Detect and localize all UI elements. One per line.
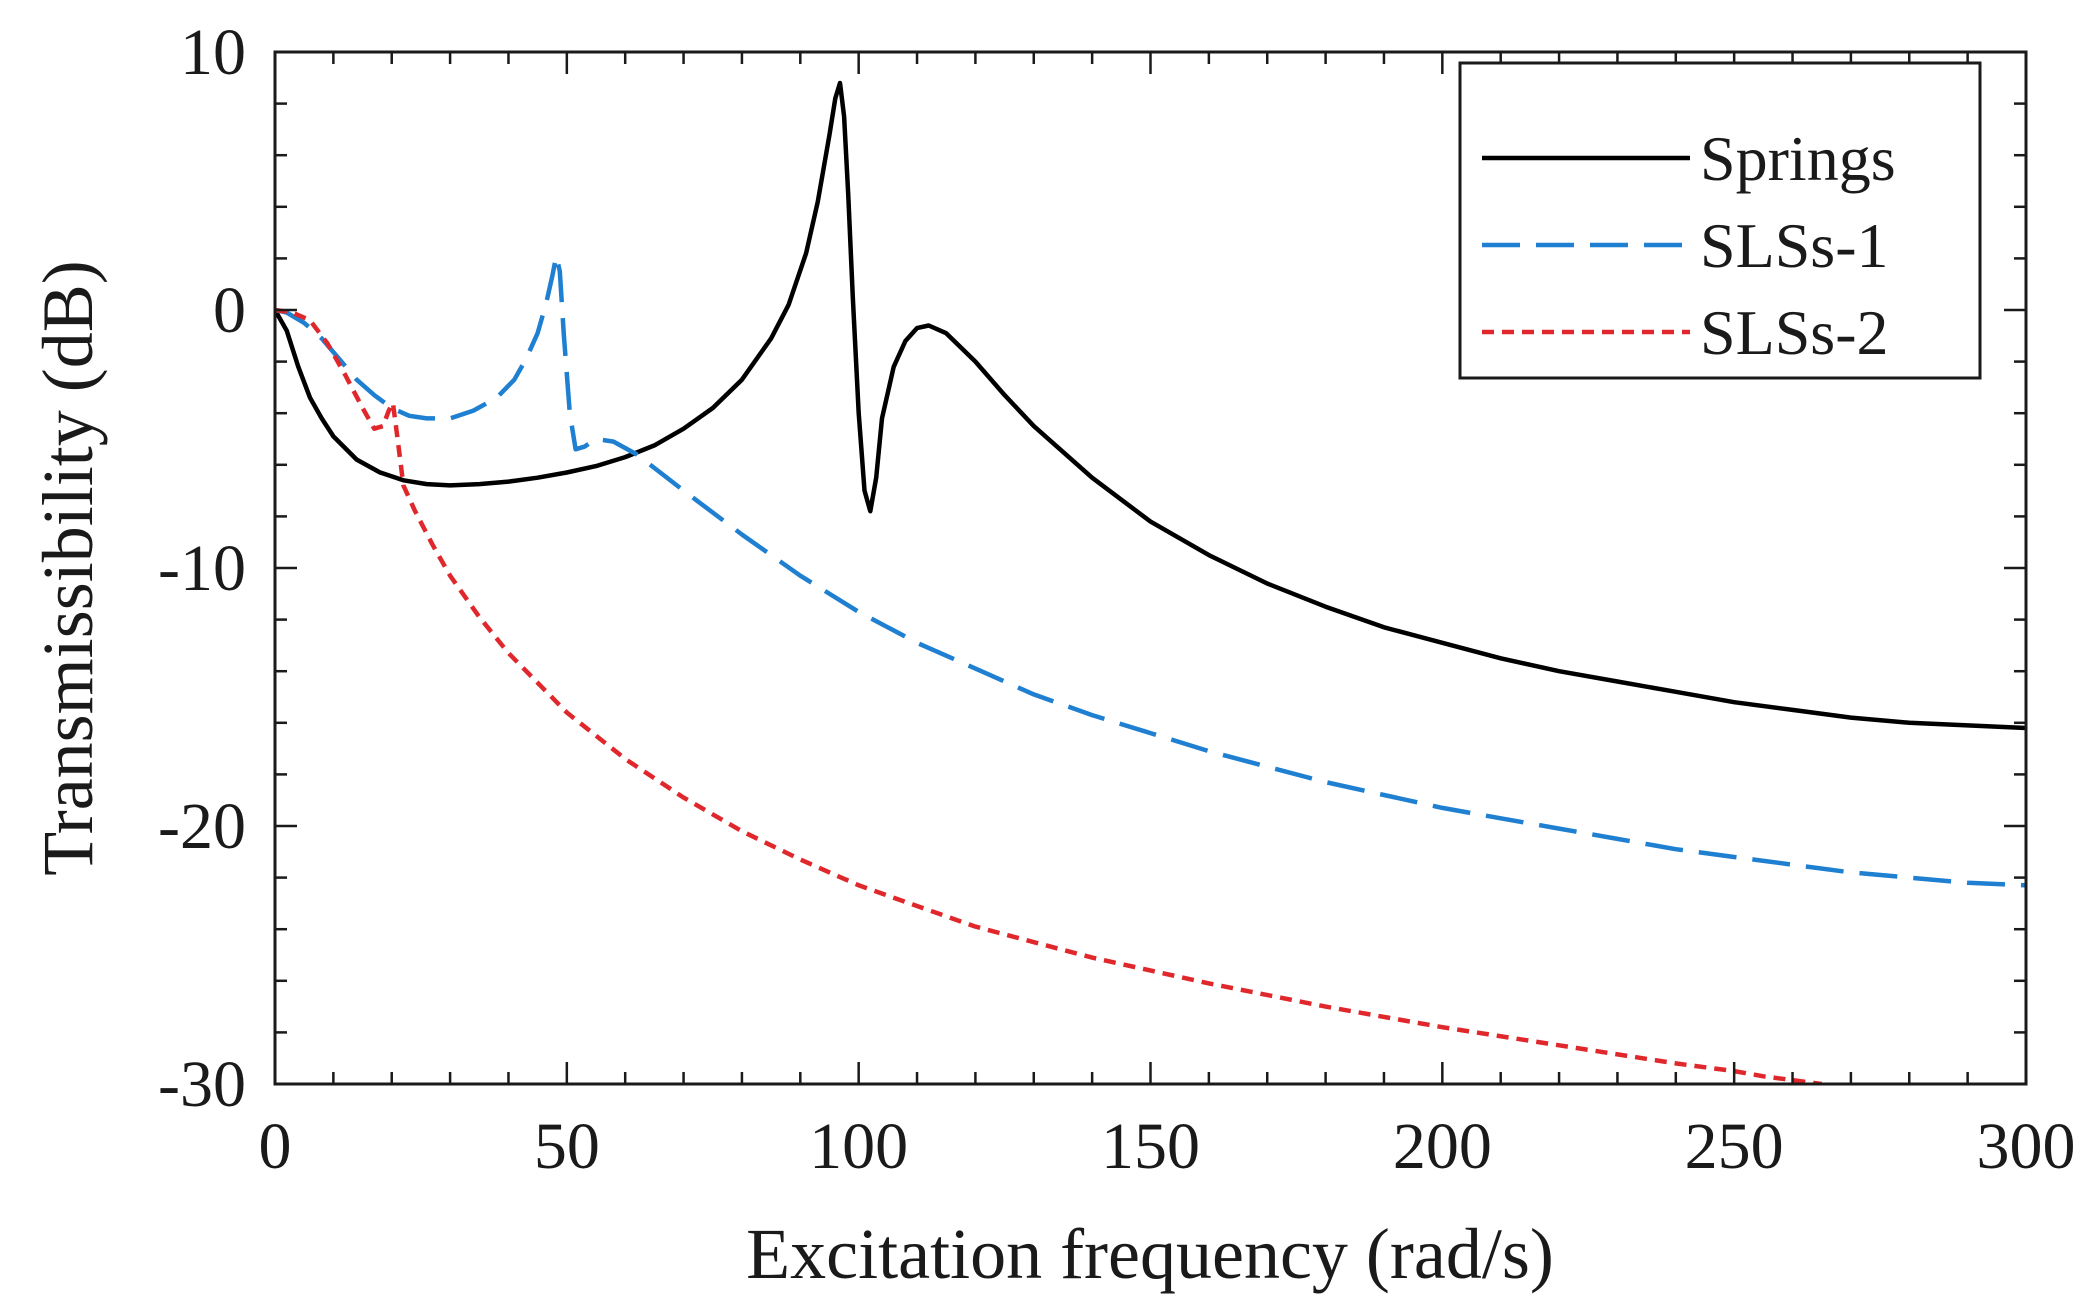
y-tick-label: -30 <box>158 1048 246 1121</box>
legend-label-slss-1: SLSs-1 <box>1700 210 1889 281</box>
series-line-slss-2 <box>275 307 1822 1084</box>
x-tick-label: 250 <box>1685 1110 1784 1183</box>
x-tick-label: 200 <box>1393 1110 1492 1183</box>
x-tick-label: 0 <box>259 1110 292 1183</box>
y-axis-label: Transmissibility (dB) <box>28 260 108 875</box>
series-line-springs <box>275 80 2026 731</box>
ticks-layer <box>273 50 2028 1086</box>
legend-label-springs: Springs <box>1700 123 1896 194</box>
x-axis-label: Excitation frequency (rad/s) <box>746 1214 1554 1294</box>
x-tick-label: 150 <box>1101 1110 1200 1183</box>
y-tick-label: -10 <box>158 532 246 605</box>
legend: Springs SLSs-1 SLSs-2 <box>1458 61 1982 380</box>
legend-label-slss-2: SLSs-2 <box>1700 297 1889 368</box>
legend-box <box>1458 61 1982 380</box>
x-tick-label: 100 <box>809 1110 908 1183</box>
x-tick-label: 50 <box>534 1110 600 1183</box>
y-tick-label: 10 <box>180 16 246 89</box>
y-tick-label: -20 <box>158 790 246 863</box>
series-layer <box>275 80 2026 1084</box>
series-line-slss-1 <box>275 253 2026 888</box>
x-tick-label: 300 <box>1977 1110 2076 1183</box>
y-tick-label: 0 <box>213 274 246 347</box>
